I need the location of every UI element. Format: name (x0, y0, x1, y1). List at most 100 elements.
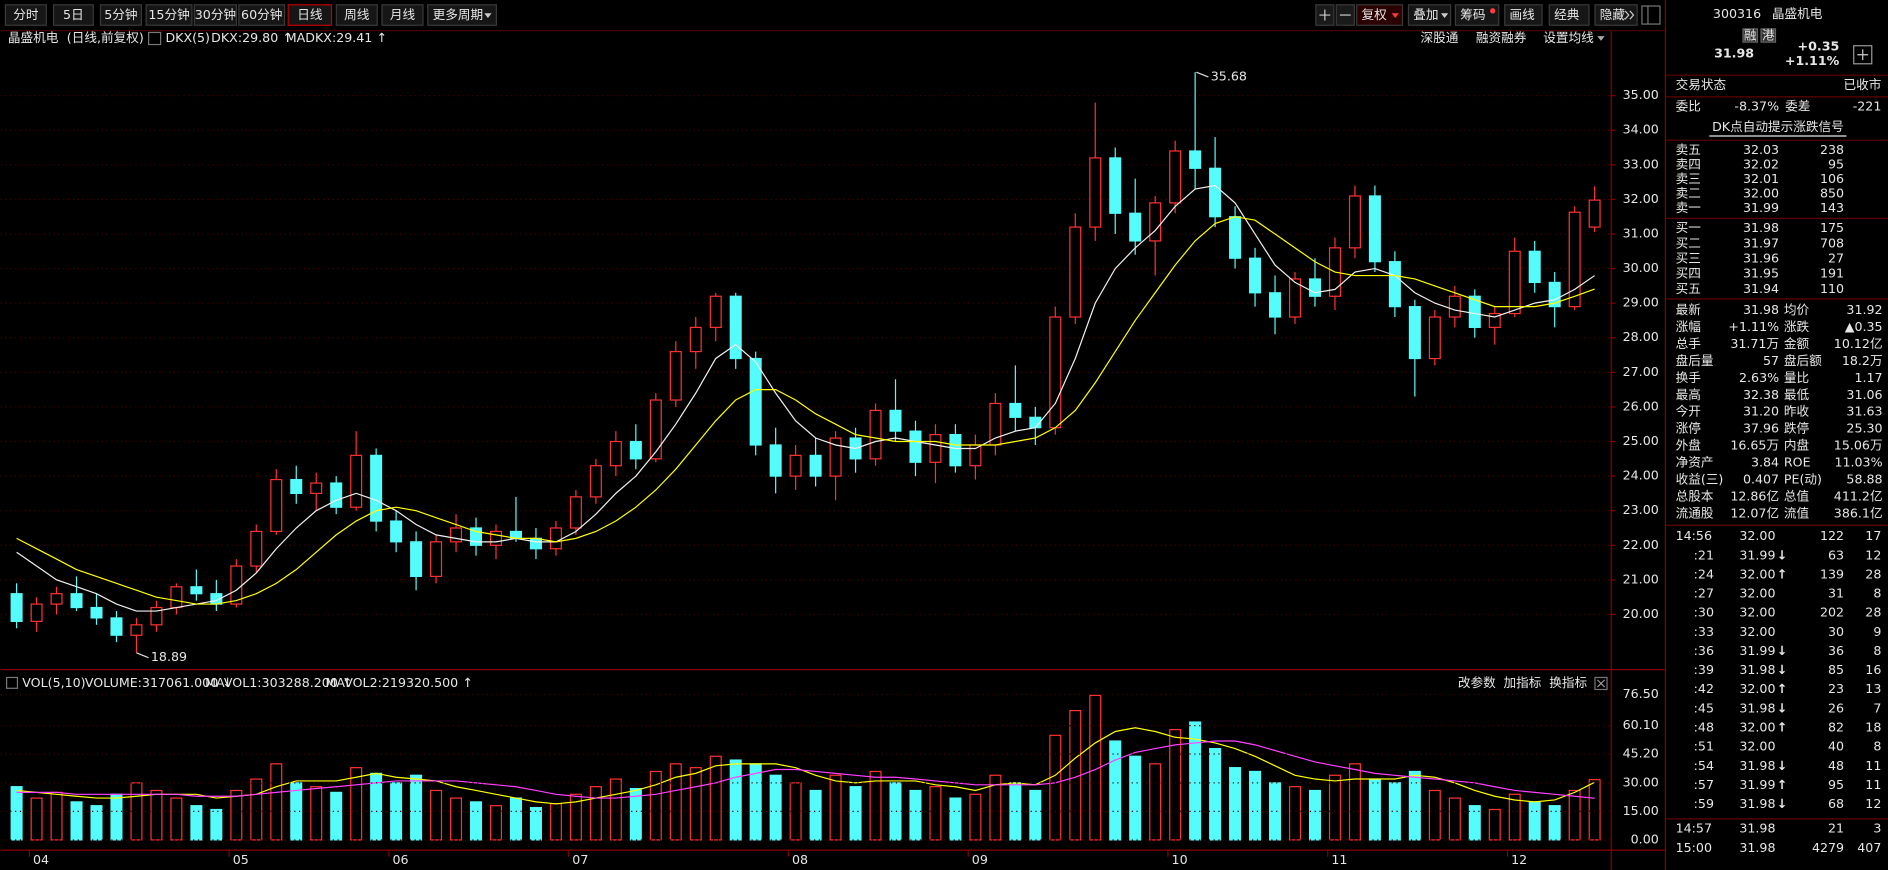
x-tick-label: 09 (972, 852, 988, 867)
period-label[interactable]: 60分钟 (241, 7, 282, 22)
tool-label[interactable]: 筹码 (1460, 7, 1485, 22)
period-button[interactable] (4, 4, 47, 26)
period-button[interactable] (381, 4, 424, 26)
period-button[interactable] (335, 4, 378, 26)
candle-body (709, 295, 722, 328)
stat-label: 净资产 (1676, 455, 1714, 470)
candle-body (190, 586, 203, 595)
period-label[interactable]: 分时 (13, 7, 39, 22)
trade-count: 28 (1865, 605, 1881, 620)
tool-label[interactable]: 复权 (1362, 7, 1388, 22)
tool-button[interactable] (1548, 4, 1590, 26)
trade-volume: 122 (1820, 528, 1844, 543)
period-label[interactable]: 周线 (344, 7, 370, 22)
tool-button[interactable] (1504, 4, 1543, 26)
volume-bar (1328, 774, 1341, 841)
tool-label[interactable]: 经典 (1554, 7, 1580, 22)
zoom-buttons[interactable] (1315, 4, 1355, 26)
volume-bar (969, 793, 982, 841)
stat-value: +1.11% (1728, 319, 1779, 334)
add-button[interactable] (1853, 45, 1873, 65)
volume-bar (450, 797, 463, 841)
trade-volume: 63 (1828, 547, 1844, 562)
trade-time: :48 (1694, 720, 1714, 735)
period-button[interactable] (427, 4, 497, 26)
candle-body (1488, 312, 1501, 328)
trade-price: 31.99 (1739, 777, 1775, 792)
period-button[interactable] (193, 4, 238, 26)
tool-button[interactable] (1454, 4, 1500, 26)
volume-bar (949, 797, 962, 841)
stat-value: 25.30 (1846, 421, 1882, 436)
book-price: 32.01 (1743, 171, 1779, 186)
stat-value: 2.63% (1739, 370, 1779, 385)
candle-body (30, 603, 43, 622)
help-icon[interactable] (148, 31, 162, 46)
period-button[interactable] (52, 4, 94, 26)
chart-link[interactable]: 设置均线 (1543, 30, 1594, 45)
trade-direction: ↑ (1777, 720, 1788, 735)
trade-time: :24 (1694, 566, 1714, 581)
period-button[interactable] (99, 4, 142, 26)
volume-bar (769, 774, 782, 841)
panel-icon[interactable] (6, 676, 19, 689)
y-tick-label: 25.00 (1623, 433, 1659, 448)
panel-link[interactable]: 加指标 (1504, 675, 1542, 690)
period-button[interactable] (238, 4, 286, 26)
trade-price: 32.00 (1739, 605, 1775, 620)
dropdown-arrow (1391, 13, 1399, 19)
volume-bar (1428, 789, 1441, 841)
banner[interactable]: DK点自动提示涨跌信号 (1712, 119, 1844, 134)
period-label[interactable]: 日线 (297, 7, 323, 22)
stat-value: 31.20 (1743, 404, 1779, 419)
candle-body (629, 440, 642, 460)
period-label[interactable]: 月线 (390, 7, 416, 22)
period-label[interactable]: 15分钟 (148, 7, 189, 22)
panel-link[interactable]: 换指标 (1549, 675, 1587, 690)
tool-label[interactable]: 隐藏 (1600, 7, 1626, 22)
trade-price: 32.00 (1739, 528, 1775, 543)
stat-label: 最高 (1676, 387, 1701, 402)
status-value: 已收市 (1844, 77, 1882, 92)
period-label[interactable]: 5日 (63, 7, 84, 22)
chart-link[interactable]: 深股通 (1421, 30, 1459, 45)
candle-body (869, 409, 882, 460)
plus-icon (1319, 9, 1331, 21)
book-label: 买二 (1676, 235, 1701, 250)
volume-bar (1528, 801, 1541, 841)
ratio-label: 委比 (1676, 99, 1701, 114)
trade-count: 12 (1865, 796, 1881, 811)
period-label[interactable]: 5分钟 (104, 7, 137, 22)
trade-price: 31.98 (1739, 840, 1775, 855)
y-tick-label: 21.00 (1623, 571, 1659, 586)
trade-volume: 40 (1828, 739, 1844, 754)
volume-bar (589, 786, 602, 841)
book-volume: 238 (1820, 142, 1844, 157)
stat-value: 32.38 (1743, 387, 1779, 402)
indicator-line (16, 184, 1595, 612)
volume-bar (1029, 789, 1042, 841)
period-button[interactable] (145, 4, 193, 26)
indicator-name: DKX(5) (165, 30, 210, 45)
candle-body (789, 454, 802, 477)
volume-bar (1488, 808, 1501, 841)
period-button[interactable] (287, 4, 333, 26)
tool-label[interactable]: 叠加 (1413, 7, 1438, 22)
candle-body (1009, 402, 1022, 418)
tool-button[interactable] (1356, 4, 1404, 26)
stat-label: 昨收 (1784, 404, 1810, 419)
tool-label[interactable]: 画线 (1510, 7, 1536, 22)
chart-link[interactable]: 融资融券 (1476, 30, 1527, 45)
period-label[interactable]: 更多周期 (433, 7, 484, 22)
tool-button[interactable] (1594, 4, 1638, 26)
tool-button[interactable] (1407, 4, 1452, 26)
trade-direction: ↑ (1777, 681, 1788, 696)
layout-icon[interactable] (1641, 5, 1661, 25)
book-price: 31.97 (1743, 235, 1779, 250)
period-label[interactable]: 30分钟 (195, 7, 236, 22)
panel-link[interactable]: 改参数 (1458, 675, 1496, 690)
close-icon[interactable] (1594, 676, 1608, 691)
volume-bar (470, 801, 483, 841)
trade-count: 3 (1873, 821, 1881, 836)
candle-body (949, 434, 962, 467)
